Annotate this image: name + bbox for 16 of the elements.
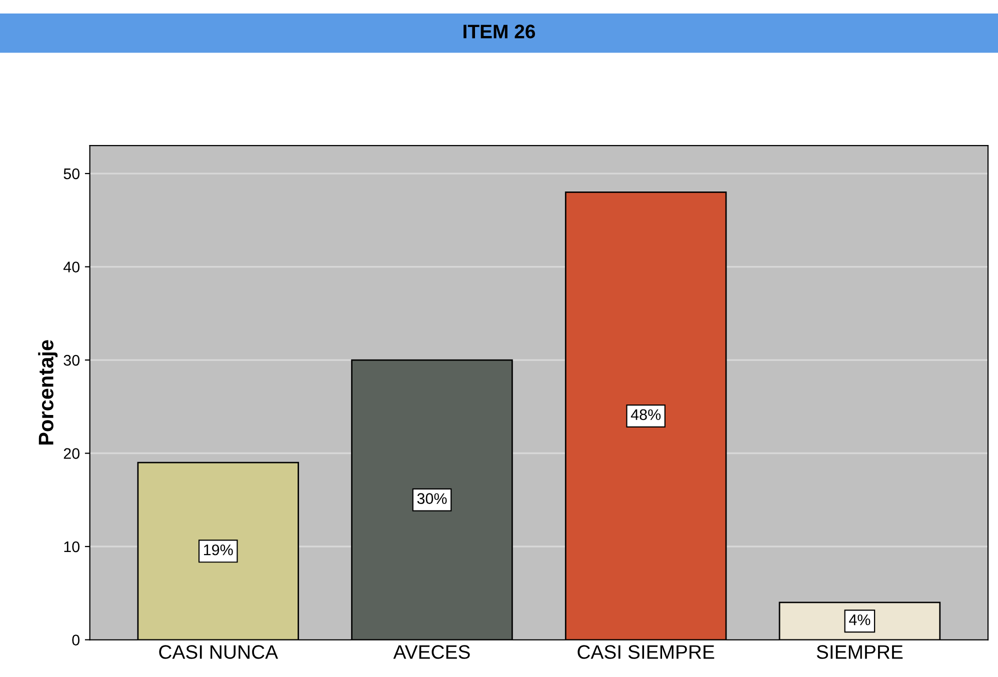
data-label: 30% bbox=[417, 493, 447, 504]
data-label: 19% bbox=[204, 544, 233, 556]
x-tick-label: SIEMPRE bbox=[816, 645, 903, 659]
data-label: 48% bbox=[630, 409, 661, 420]
chart-title: ITEM 26 bbox=[464, 24, 536, 38]
x-tick-label: AVECES bbox=[393, 645, 470, 659]
y-tick-label: 50 bbox=[64, 168, 80, 180]
x-tick-label: CASI NUNCA bbox=[159, 645, 278, 659]
data-label: 4% bbox=[849, 614, 870, 626]
y-tick-label: 40 bbox=[63, 262, 80, 272]
y-tick-label: 30 bbox=[64, 354, 80, 366]
y-tick-label: 10 bbox=[64, 541, 80, 552]
x-tick-label: CASI SIEMPRE bbox=[578, 645, 714, 659]
y-tick-label: 0 bbox=[72, 634, 80, 646]
y-tick-label: 20 bbox=[64, 448, 80, 459]
y-axis-title: Porcentaje bbox=[38, 340, 58, 445]
